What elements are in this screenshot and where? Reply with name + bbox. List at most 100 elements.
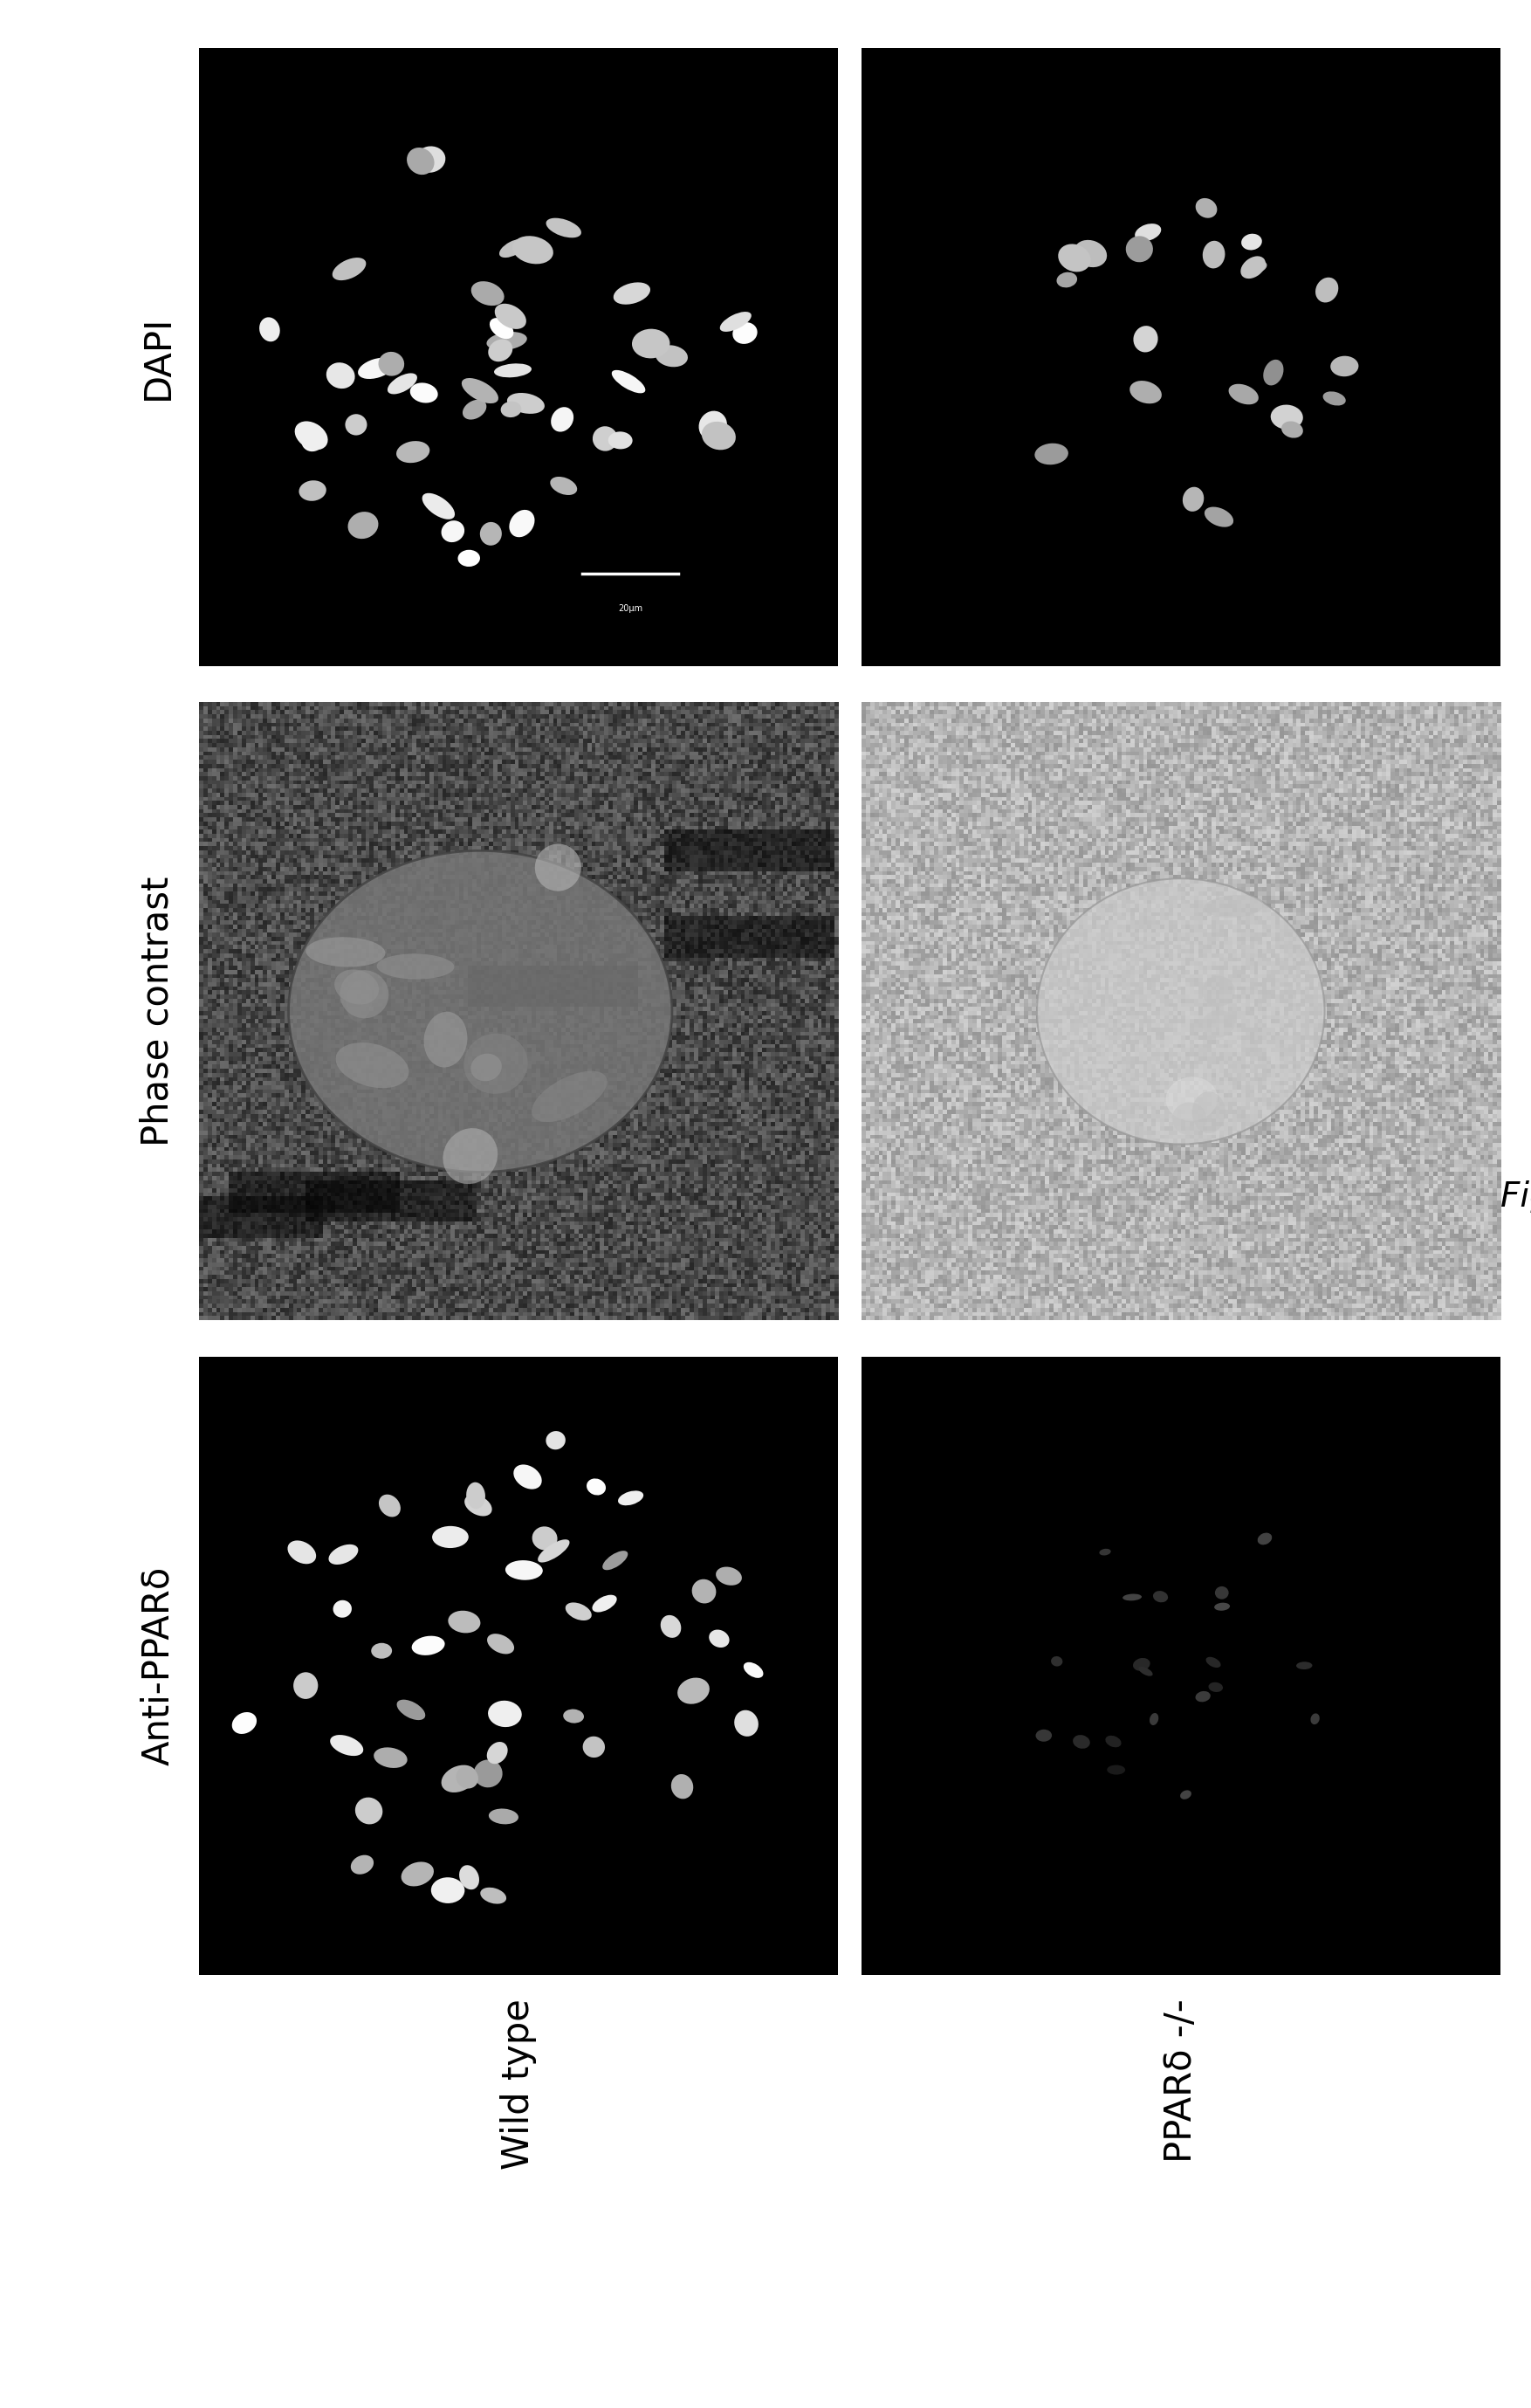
Ellipse shape [1208,1683,1223,1693]
Ellipse shape [462,400,487,419]
Ellipse shape [533,1527,557,1551]
Ellipse shape [473,1760,502,1787]
Ellipse shape [1133,325,1157,352]
Ellipse shape [513,1464,542,1488]
Ellipse shape [302,431,325,453]
Ellipse shape [701,421,736,450]
Ellipse shape [709,1630,729,1647]
Ellipse shape [488,340,513,361]
Ellipse shape [424,1011,467,1067]
Ellipse shape [487,332,527,349]
Ellipse shape [507,393,545,414]
Ellipse shape [397,1700,426,1719]
Ellipse shape [1242,234,1262,250]
Ellipse shape [583,1736,605,1758]
Ellipse shape [735,1710,758,1736]
Ellipse shape [547,1430,565,1450]
Ellipse shape [1330,356,1358,376]
Ellipse shape [348,513,378,539]
Ellipse shape [1257,1534,1272,1546]
Ellipse shape [346,980,372,1021]
Ellipse shape [1056,272,1078,287]
Ellipse shape [655,344,687,366]
Ellipse shape [401,1861,433,1885]
Ellipse shape [563,1710,583,1724]
Text: DAPI: DAPI [139,315,176,400]
Ellipse shape [441,1765,476,1792]
Ellipse shape [344,414,367,436]
Ellipse shape [331,1734,363,1755]
Ellipse shape [603,1551,628,1570]
Ellipse shape [378,352,404,376]
Ellipse shape [1311,1714,1320,1724]
Ellipse shape [407,147,435,176]
Ellipse shape [513,236,553,265]
Ellipse shape [1165,1076,1217,1120]
Ellipse shape [1182,486,1203,510]
Ellipse shape [1196,197,1217,219]
Ellipse shape [1050,1657,1063,1666]
Ellipse shape [397,441,430,462]
Ellipse shape [326,364,355,388]
Ellipse shape [1196,1690,1211,1702]
Ellipse shape [374,1748,407,1767]
Ellipse shape [1203,896,1263,917]
Ellipse shape [717,1568,743,1584]
Ellipse shape [1125,236,1153,262]
Ellipse shape [294,1671,318,1700]
Ellipse shape [632,330,671,359]
Text: Fig. 2: Fig. 2 [1500,1180,1531,1214]
Ellipse shape [472,282,504,306]
Ellipse shape [1206,1657,1220,1669]
Ellipse shape [487,1633,514,1654]
Ellipse shape [692,1580,717,1604]
Ellipse shape [510,510,534,537]
Ellipse shape [720,311,752,332]
Ellipse shape [1130,380,1162,405]
Ellipse shape [1073,1734,1090,1748]
Ellipse shape [551,407,574,431]
Ellipse shape [505,1560,542,1580]
Ellipse shape [432,1878,465,1902]
Ellipse shape [488,1700,522,1727]
Ellipse shape [288,1541,315,1563]
Ellipse shape [1139,1666,1153,1676]
Ellipse shape [531,1072,608,1122]
Ellipse shape [441,520,464,542]
Ellipse shape [608,431,632,450]
Text: Anti-PPARδ: Anti-PPARδ [139,1565,176,1765]
Ellipse shape [495,364,531,378]
Ellipse shape [534,843,582,891]
Ellipse shape [1099,1548,1112,1556]
Ellipse shape [1297,1662,1312,1669]
Ellipse shape [537,1539,570,1563]
Ellipse shape [586,1479,606,1495]
Ellipse shape [1228,383,1258,405]
Ellipse shape [488,1808,519,1825]
Ellipse shape [495,303,527,330]
Ellipse shape [288,850,672,1173]
Ellipse shape [1122,1594,1142,1601]
Ellipse shape [467,1483,485,1510]
Ellipse shape [660,1616,681,1637]
Ellipse shape [481,1888,507,1905]
Ellipse shape [1035,443,1069,465]
Ellipse shape [410,383,438,402]
Ellipse shape [423,494,455,520]
Ellipse shape [329,1544,358,1565]
Ellipse shape [387,373,416,395]
Ellipse shape [1035,1729,1052,1741]
Ellipse shape [259,318,280,342]
Ellipse shape [1133,1659,1150,1671]
Ellipse shape [612,371,646,393]
Text: PPARδ -/-: PPARδ -/- [1162,1999,1199,2162]
Ellipse shape [332,258,366,279]
Ellipse shape [1216,1587,1229,1599]
Ellipse shape [470,1055,502,1081]
Ellipse shape [412,1635,446,1654]
Ellipse shape [1105,1736,1121,1748]
Ellipse shape [547,219,582,238]
Ellipse shape [1263,359,1283,385]
Ellipse shape [1180,1789,1191,1799]
Ellipse shape [1202,1009,1234,1038]
